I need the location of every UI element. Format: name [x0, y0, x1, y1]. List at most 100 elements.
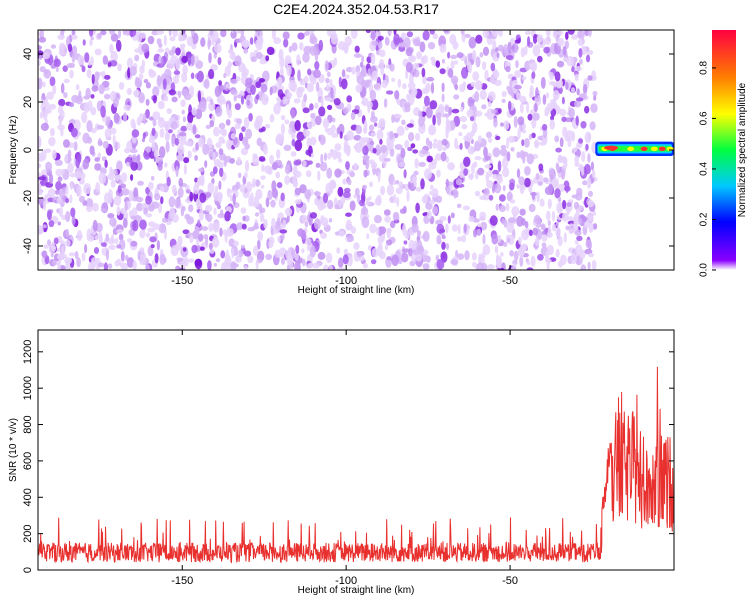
noise-blob — [243, 265, 248, 270]
noise-blob — [519, 184, 525, 195]
noise-blob — [519, 208, 526, 216]
noise-blob — [398, 181, 404, 188]
noise-blob — [194, 155, 198, 161]
noise-blob — [573, 147, 578, 153]
noise-blob — [355, 65, 361, 73]
noise-blob — [337, 186, 344, 197]
noise-blob — [428, 162, 437, 170]
noise-blob — [38, 36, 47, 43]
noise-blob — [171, 184, 177, 194]
colorbar-tick-label: 0.4 — [699, 162, 710, 176]
noise-blob — [376, 227, 380, 236]
noise-blob — [418, 161, 426, 167]
noise-blob — [373, 214, 382, 224]
noise-blob — [209, 248, 215, 254]
noise-blob — [577, 30, 585, 40]
noise-blob — [317, 251, 326, 260]
noise-blob — [503, 120, 510, 130]
noise-blob — [520, 47, 526, 58]
noise-blob — [291, 138, 296, 147]
noise-blob — [454, 137, 458, 149]
noise-blob — [497, 267, 505, 270]
x-tick-label: -150 — [171, 275, 193, 287]
colorbar-gradient — [712, 30, 736, 270]
noise-blob — [506, 221, 515, 233]
noise-blob — [368, 124, 375, 132]
noise-blob — [355, 124, 363, 135]
noise-blob — [430, 56, 436, 62]
noise-blob — [294, 252, 299, 261]
noise-blob — [229, 52, 236, 60]
x-tick-label: -100 — [335, 275, 357, 287]
noise-blob — [325, 77, 330, 84]
noise-blob — [442, 113, 451, 118]
noise-blob — [590, 161, 595, 171]
noise-blob — [315, 81, 320, 92]
noise-blob — [260, 175, 266, 180]
noise-blob — [447, 215, 451, 224]
noise-blob — [555, 222, 560, 227]
noise-blob — [77, 55, 85, 66]
noise-blob — [132, 260, 137, 270]
noise-blob — [426, 76, 435, 82]
noise-blob — [362, 263, 368, 269]
noise-blob — [129, 148, 138, 154]
noise-blob — [346, 130, 354, 141]
noise-blob — [270, 199, 276, 208]
noise-blob — [420, 178, 425, 190]
y-tick-label: 40 — [22, 48, 34, 60]
noise-blob — [94, 48, 102, 56]
noise-blob — [467, 145, 475, 155]
noise-blob — [276, 217, 281, 228]
noise-blob — [374, 122, 378, 127]
noise-blob — [378, 226, 387, 235]
noise-blob — [313, 191, 321, 196]
noise-blob — [48, 173, 54, 184]
noise-blob — [38, 136, 42, 148]
noise-blob — [132, 154, 137, 163]
noise-blob — [234, 55, 242, 67]
noise-blob — [178, 31, 183, 42]
noise-blob — [283, 38, 289, 48]
noise-blob — [210, 64, 218, 71]
noise-blob — [86, 120, 93, 133]
noise-blob — [139, 229, 146, 239]
noise-blob — [208, 68, 215, 80]
noise-blob — [201, 226, 209, 231]
noise-blob — [189, 191, 194, 202]
noise-blob — [103, 262, 108, 270]
noise-blob — [487, 137, 493, 143]
noise-blob — [271, 217, 276, 228]
noise-blob — [253, 119, 261, 130]
noise-blob — [263, 143, 268, 155]
noise-blob — [107, 263, 113, 269]
noise-blob — [79, 178, 85, 185]
noise-blob — [540, 77, 546, 89]
noise-blob — [383, 98, 388, 108]
noise-blob — [424, 168, 432, 180]
colorbar-ticks: 0.0 0.2 0.4 0.6 0.8 — [699, 61, 716, 277]
noise-blob — [82, 158, 90, 170]
noise-blob — [138, 113, 144, 122]
noise-blob — [95, 182, 100, 193]
noise-blob — [55, 66, 59, 73]
noise-blob — [584, 221, 590, 229]
noise-blob — [225, 119, 231, 126]
noise-blob — [371, 248, 379, 258]
noise-blob — [217, 193, 222, 204]
noise-blob — [507, 238, 511, 243]
noise-blob — [547, 220, 551, 227]
noise-blob — [422, 75, 427, 85]
noise-blob — [533, 214, 541, 225]
noise-blob — [413, 170, 419, 176]
noise-blob — [406, 123, 414, 128]
noise-blob — [330, 87, 334, 99]
noise-blob — [182, 229, 190, 235]
noise-blob — [151, 176, 155, 181]
noise-blob — [91, 85, 99, 92]
noise-blob — [303, 129, 311, 137]
noise-blob — [334, 168, 342, 178]
noise-blob — [472, 49, 477, 61]
y-tick-label: 200 — [22, 524, 34, 542]
noise-blob — [349, 171, 356, 178]
